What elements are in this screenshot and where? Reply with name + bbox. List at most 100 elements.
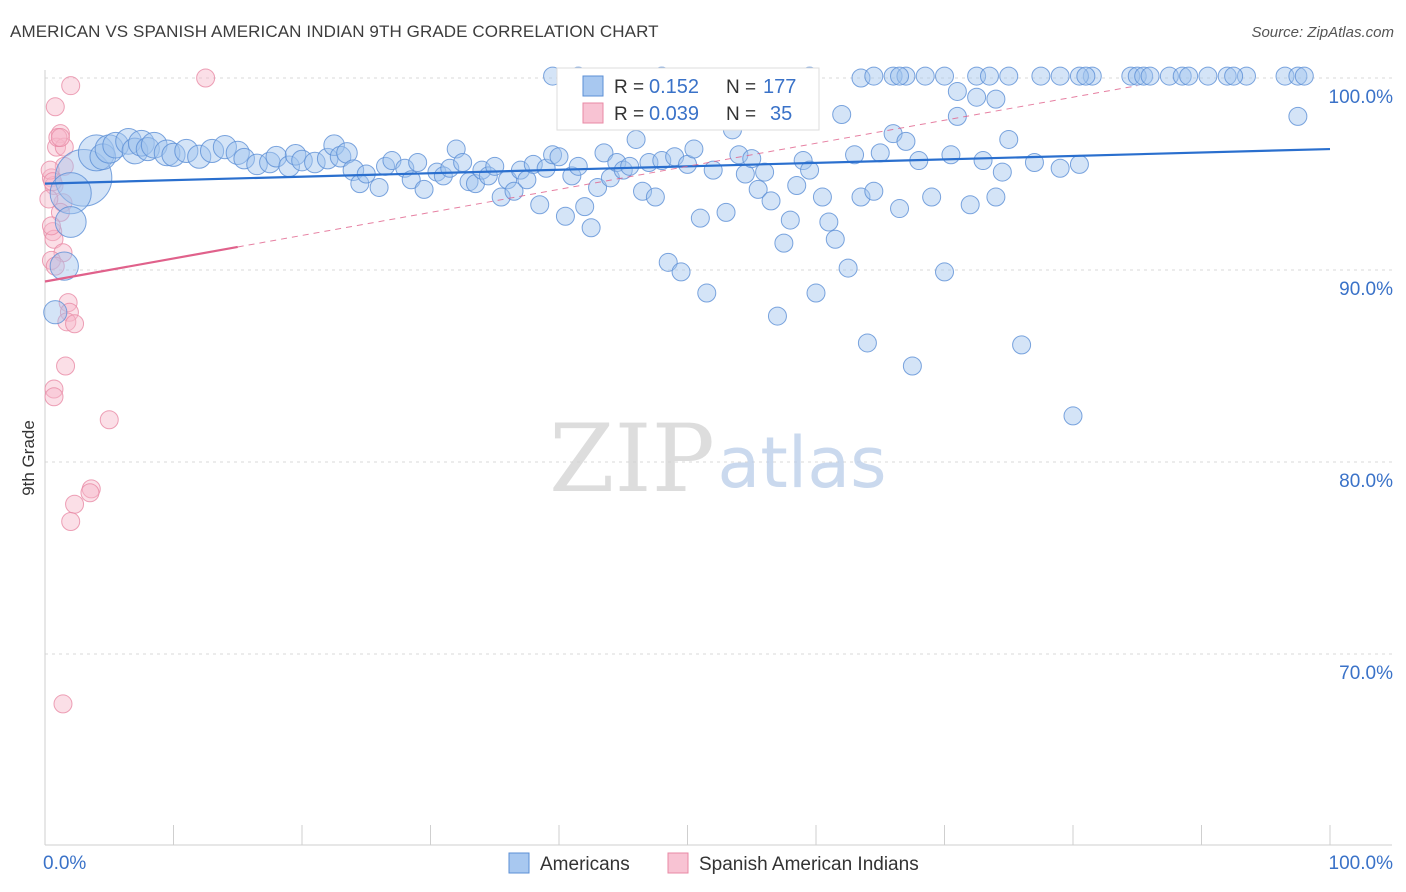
trend-line-spanish-extension bbox=[237, 85, 1138, 248]
point-americans bbox=[594, 143, 614, 163]
point-americans bbox=[94, 134, 124, 164]
point-americans bbox=[787, 176, 807, 196]
point-americans bbox=[902, 356, 922, 376]
point-americans bbox=[793, 151, 813, 171]
point-americans bbox=[864, 181, 884, 201]
point-americans bbox=[671, 262, 691, 282]
point-americans bbox=[530, 195, 550, 215]
point-americans bbox=[729, 145, 749, 165]
point-americans bbox=[690, 208, 710, 228]
point-spanish-american-indians bbox=[80, 483, 100, 503]
y-tick-label: 90.0% bbox=[1339, 279, 1393, 300]
point-spanish-american-indians bbox=[47, 137, 67, 157]
stats-n-label-americans: N = bbox=[726, 77, 756, 98]
point-americans bbox=[652, 151, 672, 171]
point-spanish-american-indians bbox=[58, 293, 78, 313]
point-americans bbox=[935, 262, 954, 282]
point-americans bbox=[414, 179, 434, 199]
point-americans bbox=[491, 187, 511, 207]
point-spanish-american-indians bbox=[45, 97, 65, 117]
legend: Americans Spanish American Indians bbox=[508, 852, 919, 875]
point-americans bbox=[1050, 66, 1070, 86]
point-americans bbox=[979, 66, 999, 86]
point-americans bbox=[187, 144, 212, 169]
point-americans bbox=[748, 179, 768, 199]
point-americans bbox=[323, 134, 345, 156]
point-americans bbox=[1217, 66, 1237, 86]
point-americans bbox=[896, 66, 916, 86]
stats-n-value-americans: 177 bbox=[763, 76, 796, 98]
point-americans bbox=[1012, 335, 1032, 355]
point-americans bbox=[890, 199, 910, 219]
stats-swatch-blue bbox=[582, 75, 604, 97]
point-spanish-american-indians bbox=[61, 512, 81, 532]
watermark-atlas: atlas bbox=[717, 422, 886, 504]
point-americans bbox=[43, 300, 68, 325]
point-americans bbox=[575, 197, 595, 217]
point-americans bbox=[259, 151, 281, 174]
point-americans bbox=[336, 142, 358, 164]
point-americans bbox=[716, 202, 736, 222]
y-tick-label: 80.0% bbox=[1339, 471, 1393, 492]
point-americans bbox=[284, 144, 307, 166]
point-americans bbox=[1063, 406, 1083, 426]
point-americans bbox=[549, 147, 569, 167]
point-americans bbox=[819, 212, 839, 232]
stats-r-value-spanish: 0.039 bbox=[649, 103, 699, 125]
point-americans bbox=[967, 87, 987, 107]
point-spanish-american-indians bbox=[41, 216, 61, 236]
point-americans bbox=[626, 129, 646, 149]
point-americans bbox=[645, 187, 665, 207]
point-americans bbox=[986, 89, 1006, 109]
source-credit: Source: ZipAtlas.com bbox=[1251, 24, 1394, 41]
point-americans bbox=[453, 152, 473, 172]
point-americans bbox=[890, 66, 910, 86]
point-americans bbox=[825, 229, 845, 249]
point-americans bbox=[1134, 66, 1154, 86]
point-americans bbox=[568, 156, 588, 176]
point-americans bbox=[1288, 106, 1308, 126]
point-americans bbox=[1224, 66, 1244, 86]
point-americans bbox=[620, 156, 640, 176]
point-americans bbox=[233, 147, 255, 170]
point-americans bbox=[941, 145, 961, 165]
point-americans bbox=[857, 333, 877, 353]
point-americans bbox=[999, 66, 1019, 86]
stats-r-label-americans: R = bbox=[614, 77, 644, 98]
point-spanish-american-indians bbox=[44, 387, 64, 407]
point-americans bbox=[703, 160, 723, 180]
point-americans bbox=[761, 191, 781, 211]
point-americans bbox=[369, 177, 389, 197]
point-americans bbox=[408, 152, 428, 172]
trend-lines bbox=[44, 85, 1331, 283]
axes bbox=[44, 70, 1392, 846]
point-spanish-american-indians bbox=[196, 68, 216, 88]
point-americans bbox=[922, 187, 942, 207]
y-tick-label: 70.0% bbox=[1339, 663, 1393, 684]
point-americans bbox=[49, 251, 79, 281]
point-spanish-american-indians bbox=[40, 160, 60, 180]
point-americans bbox=[986, 187, 1006, 207]
point-americans bbox=[401, 170, 421, 190]
point-spanish-american-indians bbox=[65, 494, 85, 514]
point-americans bbox=[329, 145, 352, 168]
point-americans bbox=[870, 143, 890, 163]
point-americans bbox=[1294, 66, 1314, 86]
stats-r-label-spanish: R = bbox=[614, 104, 644, 125]
point-americans bbox=[1179, 66, 1199, 86]
legend-label-spanish: Spanish American Indians bbox=[699, 854, 919, 875]
tick-labels: 100.0% 90.0% 80.0% 70.0% 0.0% 100.0% bbox=[43, 87, 1393, 874]
x-tick-label: 0.0% bbox=[43, 853, 86, 874]
point-americans bbox=[135, 136, 160, 162]
point-americans bbox=[433, 166, 453, 186]
point-americans bbox=[1288, 66, 1308, 86]
point-americans bbox=[832, 104, 852, 124]
point-americans bbox=[543, 145, 563, 165]
point-americans bbox=[806, 283, 826, 303]
point-americans bbox=[947, 81, 967, 101]
point-americans bbox=[973, 151, 993, 171]
point-americans bbox=[504, 181, 524, 201]
series-americans bbox=[43, 66, 1314, 426]
point-americans bbox=[555, 206, 575, 226]
point-spanish-american-indians bbox=[56, 356, 76, 376]
